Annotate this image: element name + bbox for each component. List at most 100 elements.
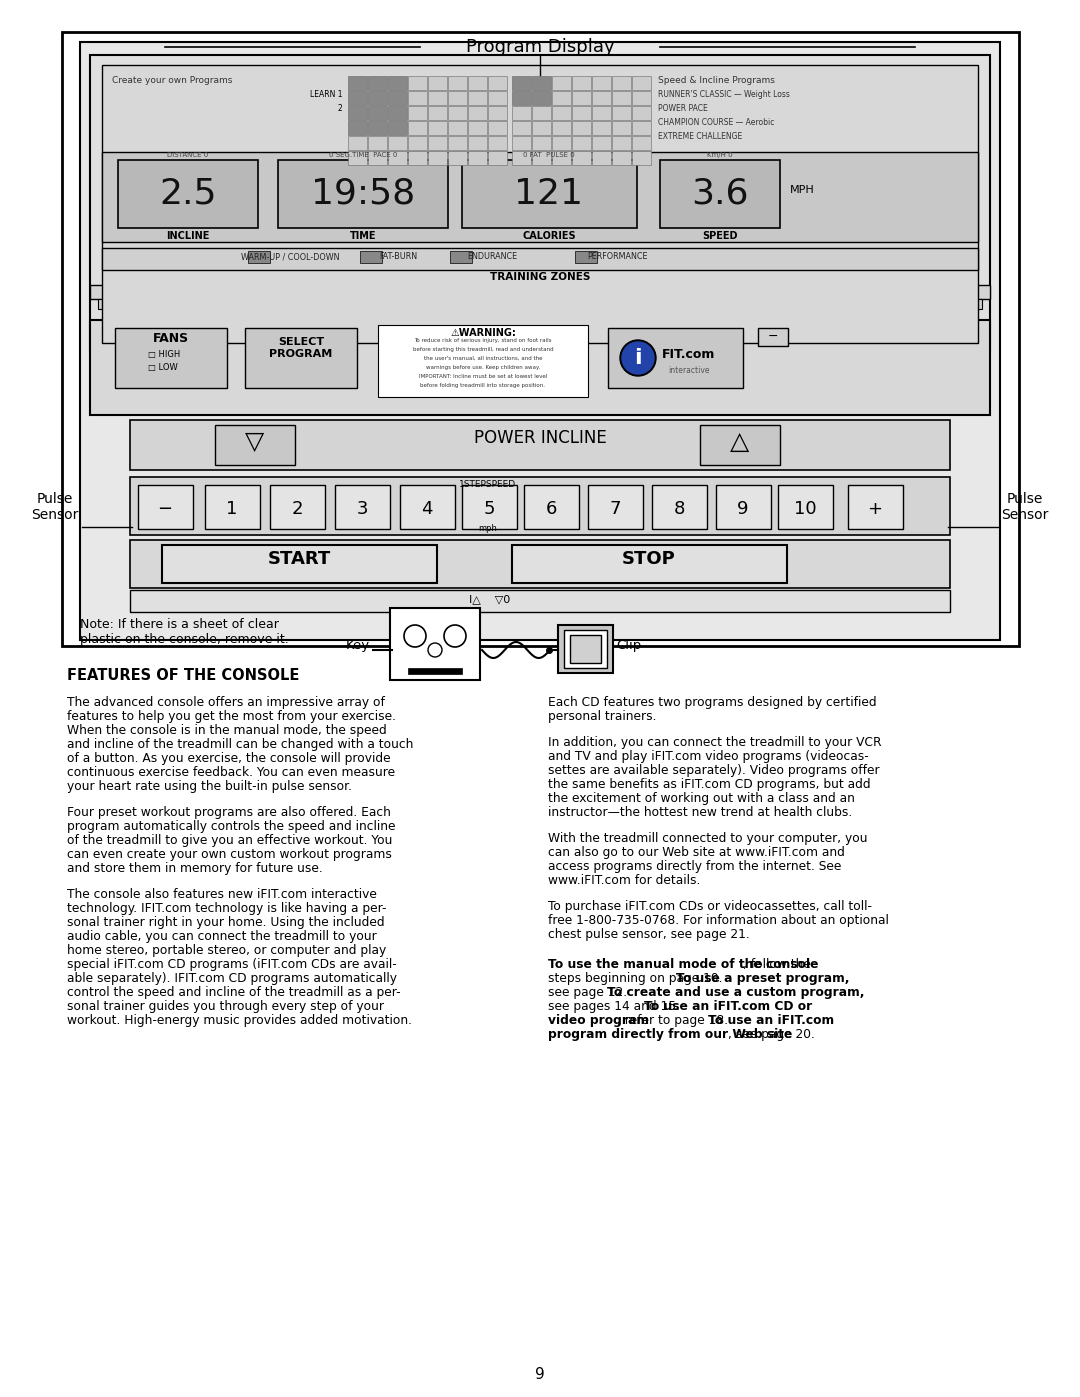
Text: □ LOW: □ LOW [148,363,178,372]
Text: home stereo, portable stereo, or computer and play: home stereo, portable stereo, or compute… [67,944,387,957]
Bar [448,91,467,105]
Bar [205,485,260,529]
Bar [408,151,427,165]
Bar [532,122,551,136]
Text: the same benefits as iFIT.com CD programs, but add: the same benefits as iFIT.com CD program… [548,778,870,791]
Bar [368,91,387,105]
Text: To purchase iFIT.com CDs or videocassettes, call toll-: To purchase iFIT.com CDs or videocassett… [548,900,872,914]
Text: 5: 5 [483,500,495,518]
Text: CHAMPION COURSE — Aerobic: CHAMPION COURSE — Aerobic [658,117,774,127]
Text: 1: 1 [227,500,238,518]
Bar [428,91,447,105]
Bar [270,485,325,529]
Bar [428,75,447,89]
Text: , follow the: , follow the [743,958,811,971]
Bar [388,106,407,120]
Bar [592,75,611,89]
Text: 8: 8 [673,500,685,518]
Text: INCLINE: INCLINE [166,231,210,242]
Text: www.iFIT.com for details.: www.iFIT.com for details. [548,875,700,887]
Bar [512,106,531,120]
Text: features to help you get the most from your exercise.: features to help you get the most from y… [67,710,396,724]
Text: free 1-800-735-0768. For information about an optional: free 1-800-735-0768. For information abo… [548,914,889,928]
Bar [532,91,551,105]
Bar [592,91,611,105]
Circle shape [622,342,654,374]
Bar [564,630,607,668]
Text: mph: mph [478,524,498,534]
Bar [592,106,611,120]
Text: 4: 4 [421,500,433,518]
Bar [448,136,467,149]
Text: PERFORMANCE: PERFORMANCE [588,251,648,261]
Text: , see page 20.: , see page 20. [728,1028,814,1041]
Bar [608,328,743,388]
Text: control the speed and incline of the treadmill as a per-: control the speed and incline of the tre… [67,986,401,999]
Text: video program: video program [548,1014,649,1027]
Bar [130,420,950,469]
Text: When the console is in the manual mode, the speed: When the console is in the manual mode, … [67,724,387,738]
Bar [532,75,551,89]
Bar [130,541,950,588]
Text: 9: 9 [535,1368,545,1382]
Circle shape [444,624,465,647]
Text: can also go to our Web site at www.iFIT.com and: can also go to our Web site at www.iFIT.… [548,847,845,859]
Text: LEARN 1: LEARN 1 [310,89,342,99]
Bar [90,320,990,415]
Text: Speed & Incline Programs: Speed & Incline Programs [658,75,774,85]
Text: 2.5: 2.5 [159,177,217,211]
Text: FAT-BURN: FAT-BURN [379,251,417,261]
Text: In addition, you can connect the treadmill to your VCR: In addition, you can connect the treadmi… [548,736,881,749]
Bar [652,485,707,529]
Text: 9: 9 [738,500,748,518]
Text: the user's manual, all instructions, and the: the user's manual, all instructions, and… [423,356,542,360]
Bar [448,122,467,136]
Bar [348,106,367,120]
Bar [488,122,507,136]
Text: Program Display: Program Display [465,38,615,56]
Text: program directly from our Web site: program directly from our Web site [548,1028,793,1041]
Text: sonal trainer guides you through every step of your: sonal trainer guides you through every s… [67,1000,384,1013]
Text: To reduce risk of serious injury, stand on foot rails: To reduce risk of serious injury, stand … [415,338,552,344]
Text: −: − [768,330,779,344]
Bar [114,328,227,388]
Bar [660,161,780,228]
Bar [138,485,193,529]
Bar [612,151,631,165]
Bar [130,476,950,535]
Bar [215,425,295,465]
Text: warnings before use. Keep children away.: warnings before use. Keep children away. [426,365,540,370]
Bar [632,91,651,105]
Bar [552,122,571,136]
Text: RUNNER'S CLASSIC — Weight Loss: RUNNER'S CLASSIC — Weight Loss [658,89,789,99]
Text: continuous exercise feedback. You can even measure: continuous exercise feedback. You can ev… [67,766,395,780]
Bar [162,545,437,583]
Bar [448,106,467,120]
Bar [408,75,427,89]
Text: settes are available separately). Video programs offer: settes are available separately). Video … [548,764,879,777]
Text: CALORIES: CALORIES [523,231,576,242]
Bar [428,106,447,120]
Bar [348,91,367,105]
Text: personal trainers.: personal trainers. [548,710,657,724]
Text: can even create your own custom workout programs: can even create your own custom workout … [67,848,392,861]
Bar [102,249,978,270]
Text: Pulse
Sensor: Pulse Sensor [1001,492,1049,522]
Text: see page 12.: see page 12. [548,986,631,999]
Text: SPEED: SPEED [702,231,738,242]
Bar [448,75,467,89]
Text: POWER INCLINE: POWER INCLINE [474,429,606,447]
Bar [592,151,611,165]
Text: ⚠WARNING:: ⚠WARNING: [450,328,516,338]
Text: 2: 2 [337,103,342,113]
Text: With the treadmill connected to your computer, you: With the treadmill connected to your com… [548,833,867,845]
Circle shape [428,643,442,657]
Text: To create and use a custom program,: To create and use a custom program, [607,986,865,999]
Text: chest pulse sensor, see page 21.: chest pulse sensor, see page 21. [548,928,750,942]
Bar [348,151,367,165]
Bar [612,75,631,89]
Bar [512,122,531,136]
Bar [632,136,651,149]
Bar [90,285,990,299]
Bar [388,91,407,105]
